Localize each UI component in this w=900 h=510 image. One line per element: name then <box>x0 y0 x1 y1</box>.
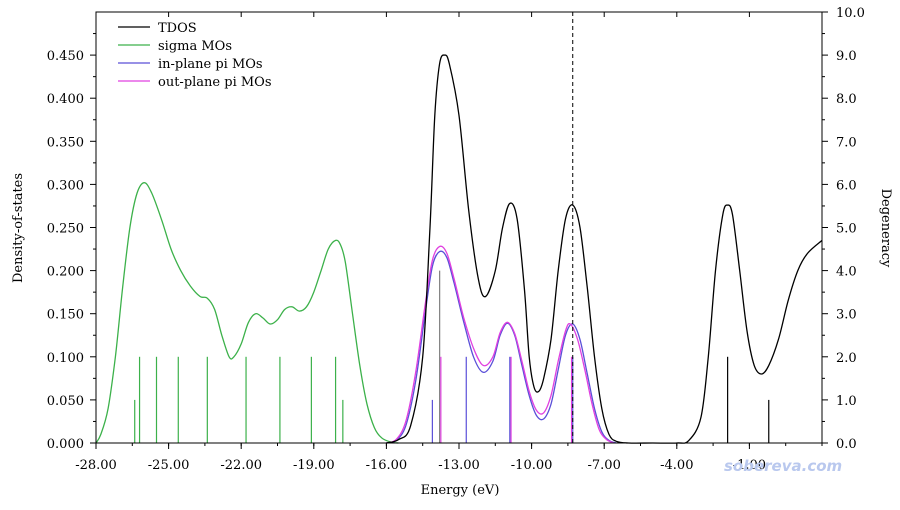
y2-tick-label: 10.0 <box>836 6 865 21</box>
y2-axis-ticks: 0.0 1.0 2.0 3.0 4.0 5.0 6.0 7.0 8.0 9.0 10.0 <box>822 6 865 452</box>
x-tick-label: -1.00 <box>733 458 766 473</box>
series-line-out-plane-pi-mos <box>386 245 615 444</box>
y-tick-label: 0.250 <box>47 222 84 237</box>
series-line-in-plane-pi-mos <box>386 250 617 444</box>
y-tick-label: 0.200 <box>47 265 84 280</box>
y-tick-label: 0.100 <box>47 351 84 366</box>
y-axis-title: Density-of-states <box>11 173 26 283</box>
watermark: sobereva.com <box>724 457 842 475</box>
x-tick-label: -10.00 <box>511 458 553 473</box>
y2-tick-label: 3.0 <box>836 308 857 323</box>
y-tick-label: 0.400 <box>47 92 84 107</box>
y-tick-label: 0.350 <box>47 135 84 150</box>
y2-tick-label: 1.0 <box>836 394 857 409</box>
y2-tick-label: 9.0 <box>836 49 857 64</box>
y2-tick-label: 7.0 <box>836 135 857 150</box>
x-tick-label: -25.00 <box>148 458 190 473</box>
y2-axis-title: Degeneracy <box>878 189 893 268</box>
x-tick-label: -28.00 <box>75 458 117 473</box>
series-line-tdos <box>386 54 823 444</box>
x-tick-label: -16.00 <box>366 458 408 473</box>
legend-label: TDOS <box>158 21 197 36</box>
y2-tick-label: 2.0 <box>836 351 857 366</box>
x-tick-label: -13.00 <box>438 458 480 473</box>
legend-label: out-plane pi MOs <box>158 75 272 90</box>
x-tick-label: -4.00 <box>660 458 693 473</box>
y2-tick-label: 4.0 <box>836 265 857 280</box>
x-axis-ticks: -28.00 -25.00 -22.00 -19.00 -16.00 -13.00 -10.… <box>75 12 823 473</box>
y2-tick-label: 8.0 <box>836 92 857 107</box>
series-line-sigma-mos <box>95 182 399 444</box>
legend-label: in-plane pi MOs <box>158 57 263 72</box>
y-tick-label: 0.000 <box>47 437 84 452</box>
y-tick-label: 0.450 <box>47 49 84 64</box>
y-tick-label: 0.150 <box>47 308 84 323</box>
dos-curves <box>95 54 823 444</box>
y2-tick-label: 5.0 <box>836 222 857 237</box>
x-tick-label: -7.00 <box>588 458 621 473</box>
x-axis-title: Energy (eV) <box>421 483 500 498</box>
x-tick-label: -19.00 <box>293 458 335 473</box>
y-tick-label: 0.050 <box>47 394 84 409</box>
x-tick-label: -22.00 <box>220 458 262 473</box>
y2-tick-label: 0.0 <box>836 437 857 452</box>
y2-tick-label: 6.0 <box>836 178 857 193</box>
y-axis-ticks: 0.000 0.050 0.100 0.150 0.200 0.250 0.300 0.350… <box>47 33 96 452</box>
legend-label: sigma MOs <box>158 39 232 54</box>
y-tick-label: 0.300 <box>47 178 84 193</box>
legend: TDOS sigma MOs in-plane pi MOs out-plane pi… <box>118 21 272 90</box>
